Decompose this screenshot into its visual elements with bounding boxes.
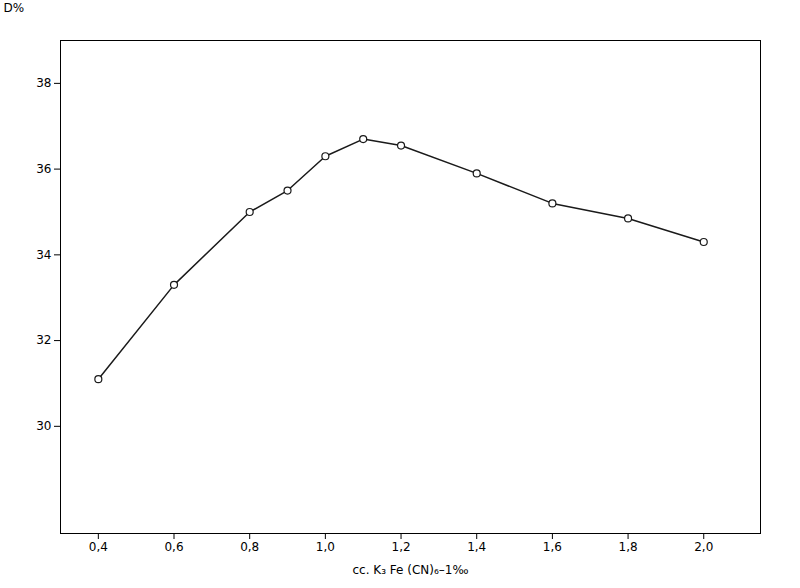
svg-text:32: 32 [36, 333, 51, 347]
svg-text:30: 30 [36, 419, 51, 433]
svg-text:34: 34 [36, 248, 51, 262]
svg-text:1,0: 1,0 [316, 540, 335, 554]
svg-text:0,4: 0,4 [89, 540, 108, 554]
svg-text:0,6: 0,6 [164, 540, 183, 554]
svg-text:36: 36 [36, 162, 51, 176]
svg-text:0,8: 0,8 [240, 540, 259, 554]
svg-text:D%: D% [4, 1, 25, 15]
svg-text:38: 38 [36, 76, 51, 90]
svg-text:cc. K₃ Fe (CN)₆–1‰: cc. K₃ Fe (CN)₆–1‰ [352, 563, 468, 577]
svg-text:1,2: 1,2 [391, 540, 410, 554]
svg-text:1,4: 1,4 [467, 540, 486, 554]
svg-text:1,8: 1,8 [619, 540, 638, 554]
svg-text:1,6: 1,6 [543, 540, 562, 554]
svg-text:2,0: 2,0 [694, 540, 713, 554]
